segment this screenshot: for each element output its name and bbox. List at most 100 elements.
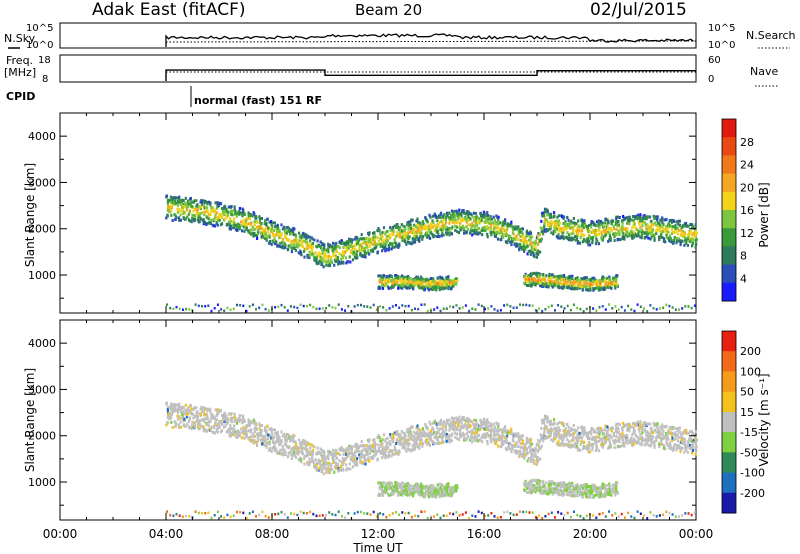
power-point bbox=[687, 224, 690, 228]
power-point bbox=[638, 222, 641, 226]
power-point bbox=[418, 286, 421, 290]
power-point bbox=[468, 231, 472, 235]
power-point bbox=[539, 281, 542, 285]
power-point bbox=[214, 213, 217, 217]
velocity-point bbox=[367, 448, 370, 452]
velocity-point bbox=[194, 425, 197, 429]
velocity-point bbox=[525, 452, 528, 456]
power-point bbox=[574, 277, 578, 280]
velocity-point bbox=[472, 418, 475, 422]
velocity-point bbox=[238, 414, 241, 417]
power-point bbox=[418, 224, 421, 228]
power-point bbox=[379, 243, 383, 247]
power-point bbox=[321, 248, 324, 252]
power-point bbox=[579, 307, 582, 311]
power-point bbox=[414, 307, 416, 310]
power-point bbox=[429, 222, 433, 226]
power-point bbox=[413, 228, 416, 231]
power-point bbox=[172, 307, 175, 310]
power-point bbox=[445, 227, 448, 231]
power-point bbox=[610, 281, 613, 285]
power-point bbox=[597, 232, 600, 236]
power-point bbox=[268, 241, 271, 245]
power-point bbox=[245, 223, 248, 227]
power-point bbox=[658, 238, 661, 242]
power-point bbox=[607, 230, 610, 234]
power-point bbox=[542, 211, 545, 215]
velocity-point bbox=[273, 428, 276, 432]
power-point bbox=[489, 218, 492, 222]
power-point bbox=[336, 245, 339, 248]
power-point bbox=[559, 274, 563, 278]
power-point bbox=[172, 196, 175, 199]
power-point bbox=[593, 222, 596, 226]
power-point bbox=[398, 306, 401, 309]
power-point bbox=[543, 225, 546, 229]
power-point bbox=[377, 227, 380, 231]
power-point bbox=[178, 195, 181, 199]
power-point bbox=[178, 200, 181, 204]
velocity-point bbox=[358, 453, 361, 457]
velocity-point bbox=[486, 431, 489, 435]
power-point bbox=[344, 241, 347, 245]
power-point bbox=[610, 219, 613, 223]
velocity-point bbox=[271, 434, 274, 437]
power-point bbox=[636, 234, 639, 238]
power-point bbox=[417, 307, 420, 311]
power-point bbox=[685, 238, 688, 242]
velocity-point bbox=[285, 438, 288, 442]
velocity-point bbox=[524, 454, 527, 458]
power-point bbox=[217, 203, 220, 207]
velocity-point bbox=[360, 444, 363, 448]
power-point bbox=[456, 220, 459, 224]
velocity-point bbox=[481, 440, 484, 444]
power-point bbox=[410, 280, 413, 284]
power-point bbox=[274, 225, 277, 229]
power-point bbox=[242, 225, 245, 229]
power-point bbox=[474, 229, 477, 233]
power-point bbox=[572, 217, 575, 220]
velocity-point bbox=[429, 429, 433, 433]
power-point bbox=[181, 206, 184, 210]
power-point bbox=[372, 231, 375, 235]
velocity-point bbox=[292, 440, 295, 444]
velocity-point bbox=[527, 439, 530, 443]
power-point bbox=[225, 215, 228, 219]
velocity-point bbox=[494, 442, 497, 445]
velocity-point bbox=[397, 439, 400, 443]
power-point bbox=[520, 245, 523, 249]
power-point bbox=[641, 221, 644, 225]
power-point bbox=[540, 278, 543, 282]
power-point bbox=[425, 231, 429, 235]
power-point bbox=[394, 278, 398, 281]
power-point bbox=[187, 218, 191, 222]
power-point bbox=[213, 307, 216, 310]
power-point bbox=[668, 224, 672, 228]
power-point bbox=[372, 247, 375, 251]
velocity-point bbox=[406, 447, 409, 451]
power-point bbox=[292, 233, 295, 237]
power-point bbox=[669, 237, 672, 240]
velocity-point bbox=[359, 460, 362, 464]
power-point bbox=[658, 235, 661, 239]
power-point bbox=[182, 202, 185, 206]
power-point bbox=[315, 256, 318, 260]
velocity-point bbox=[395, 440, 399, 444]
velocity-point bbox=[362, 462, 365, 465]
power-point bbox=[529, 243, 532, 247]
velocity-point bbox=[238, 430, 241, 434]
power-point bbox=[625, 231, 629, 235]
velocity-point bbox=[460, 421, 463, 425]
power-point bbox=[239, 304, 242, 307]
velocity-point bbox=[459, 428, 462, 432]
power-point bbox=[383, 242, 386, 246]
power-point bbox=[281, 227, 284, 231]
velocity-point bbox=[178, 425, 181, 429]
velocity-point bbox=[251, 438, 254, 442]
power-point bbox=[245, 228, 248, 231]
velocity-point bbox=[312, 460, 315, 464]
velocity-point bbox=[334, 461, 338, 465]
power-point bbox=[486, 219, 489, 223]
power-point bbox=[207, 217, 210, 221]
power-point bbox=[226, 306, 229, 310]
